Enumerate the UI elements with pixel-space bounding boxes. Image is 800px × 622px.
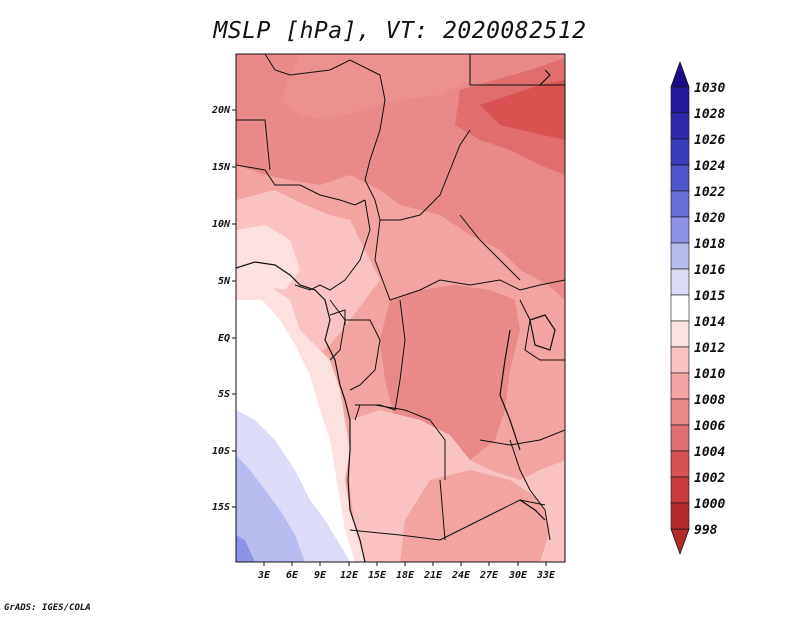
colorbar-label: 1018 <box>694 237 725 252</box>
country-borders <box>236 54 565 541</box>
coast-ne <box>539 69 551 86</box>
lat-label-10s: 10S <box>212 446 230 457</box>
credit-label: GrADS: IGES/COLA <box>4 603 91 613</box>
colorbar-segment <box>670 268 690 296</box>
border-uganda <box>519 299 565 361</box>
colorbar-label: 1010 <box>694 367 725 382</box>
lon-label-24e: 24E <box>451 570 471 581</box>
lake-victoria <box>529 314 556 351</box>
lon-label-18e: 18E <box>396 570 415 581</box>
border-angola-s <box>349 499 546 541</box>
lake-malawi <box>519 499 546 521</box>
field-south-inner <box>400 470 550 562</box>
chart-title: MSLP [hPa], VT: 2020082512 <box>213 18 587 44</box>
colorbar-label: 1000 <box>694 497 725 512</box>
lat-label-5s: 5S <box>218 389 230 400</box>
lon-label-27e: 27E <box>479 570 499 581</box>
colorbar: 1030 1028 1026 1024 1022 1020 1018 1016 1015 1014… <box>670 60 725 556</box>
colorbar-label: 1002 <box>694 471 725 486</box>
colorbar-label: 1006 <box>694 419 725 434</box>
coastlines <box>236 69 556 562</box>
colorbar-segment <box>670 190 690 218</box>
colorbar-label: 1014 <box>694 315 725 330</box>
border-angola-n <box>355 404 446 480</box>
lon-label-6e: 6E <box>286 570 299 581</box>
lon-label-33e: 33E <box>536 570 556 581</box>
lon-label-30e: 30E <box>508 570 528 581</box>
border-congo <box>329 299 381 391</box>
colorbar-label: 1015 <box>694 289 725 304</box>
lat-label-15s: 15S <box>212 502 230 513</box>
border-tanzania <box>479 429 565 446</box>
colorbar-segment <box>670 502 690 530</box>
border-north-1 <box>264 54 386 221</box>
lat-label-15n: 15N <box>212 162 231 173</box>
lon-label-21e: 21E <box>423 570 443 581</box>
border-angola-e <box>439 479 446 541</box>
colorbar-segment <box>670 450 690 478</box>
lon-label-12e: 12E <box>340 570 359 581</box>
colorbar-segment <box>670 320 690 348</box>
colorbar-label: 1026 <box>694 133 725 148</box>
lon-label-9e: 9E <box>314 570 327 581</box>
colorbar-label: 1028 <box>694 107 725 122</box>
border-chad-sudan <box>380 129 471 221</box>
map-frame <box>235 53 566 563</box>
border-west <box>236 119 271 171</box>
field-1016 <box>236 455 305 562</box>
lat-axis: 20N 15N 10N 5N EQ 5S 10S 15S <box>211 105 236 513</box>
border-car <box>374 219 565 301</box>
colorbar-label: 1020 <box>694 211 725 226</box>
colorbar-label: 998 <box>694 523 718 538</box>
field-1002 <box>480 80 565 140</box>
colorbar-label: 1012 <box>694 341 725 356</box>
lake-tanganyika <box>499 329 521 451</box>
colorbar-segment <box>670 112 690 140</box>
colorbar-segment <box>670 86 690 114</box>
lat-label-eq: EQ <box>218 333 230 344</box>
border-ne <box>469 54 565 86</box>
colorbar-segment <box>670 398 690 426</box>
colorbar-segment <box>670 424 690 452</box>
lon-label-3e: 3E <box>257 570 271 581</box>
coastline-west <box>236 261 366 562</box>
colorbar-segment <box>670 216 690 244</box>
colorbar-label: 1030 <box>694 81 725 96</box>
colorbar-segment <box>670 346 690 374</box>
colorbar-segment <box>670 138 690 166</box>
colorbar-segment <box>670 294 690 322</box>
colorbar-bottom-arrow <box>670 528 690 556</box>
border-gabon <box>329 309 346 325</box>
colorbar-top-arrow <box>670 60 690 88</box>
colorbar-label: 1024 <box>694 159 725 174</box>
colorbar-segment <box>670 242 690 270</box>
lon-axis: 3E 6E 9E 12E 15E 18E 21E 24E 27E 30E 33E <box>257 562 556 581</box>
colorbar-label: 1016 <box>694 263 725 278</box>
colorbar-segment <box>670 476 690 504</box>
colorbar-label: 1022 <box>694 185 725 200</box>
border-north-2 <box>236 164 366 206</box>
border-zambia <box>509 439 551 541</box>
lat-label-20n: 20N <box>211 105 231 116</box>
field-1018 <box>236 535 255 562</box>
colorbar-label: 1008 <box>694 393 725 408</box>
border-ss <box>459 214 521 281</box>
colorbar-segment <box>670 164 690 192</box>
lat-label-10n: 10N <box>212 219 231 230</box>
lon-label-15e: 15E <box>368 570 387 581</box>
lat-label-5n: 5N <box>218 276 231 287</box>
colorbar-label: 1004 <box>694 445 725 460</box>
colorbar-segment <box>670 372 690 400</box>
